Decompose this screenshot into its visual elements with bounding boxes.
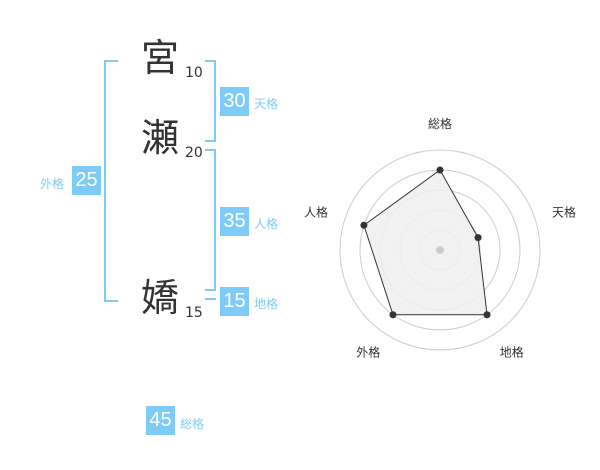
name-char-1: 宮 xyxy=(141,36,180,80)
gaikaku-bracket xyxy=(104,60,118,302)
name-char-2: 瀬 xyxy=(141,116,180,160)
tenkaku-value: 30 xyxy=(220,87,249,116)
stroke-count-2: 20 xyxy=(185,145,203,161)
radar-point-0 xyxy=(436,166,444,174)
soukaku-label: 総格 xyxy=(180,417,205,431)
radar-label-0: 総格 xyxy=(428,116,452,131)
radar-label-3: 外格 xyxy=(356,345,380,360)
gaikaku-value: 25 xyxy=(72,166,101,195)
gaikaku-label: 外格 xyxy=(40,177,65,191)
radar-area xyxy=(363,169,488,316)
chikaku-tick xyxy=(205,298,216,300)
jinkaku-label: 人格 xyxy=(254,217,279,231)
radar-grid-ring xyxy=(339,149,541,351)
tenkaku-bracket xyxy=(205,60,216,142)
radar-point-3 xyxy=(389,311,397,319)
soukaku-value: 45 xyxy=(146,406,175,435)
radar-label-4: 人格 xyxy=(304,204,328,219)
stroke-count-1: 10 xyxy=(185,65,203,81)
jinkaku-value: 35 xyxy=(220,207,249,236)
chikaku-label: 地格 xyxy=(254,297,279,311)
radar-center xyxy=(436,246,444,254)
chikaku-value: 15 xyxy=(220,287,249,316)
stroke-count-3: 15 xyxy=(185,305,203,321)
radar-label-1: 天格 xyxy=(552,204,576,219)
radar-label-2: 地格 xyxy=(500,345,524,360)
radar-point-4 xyxy=(360,221,368,229)
name-char-3: 嬌 xyxy=(141,276,180,320)
tenkaku-label: 天格 xyxy=(254,97,279,111)
radar-point-1 xyxy=(474,234,482,242)
radar-point-2 xyxy=(483,311,491,319)
jinkaku-bracket xyxy=(205,149,216,291)
